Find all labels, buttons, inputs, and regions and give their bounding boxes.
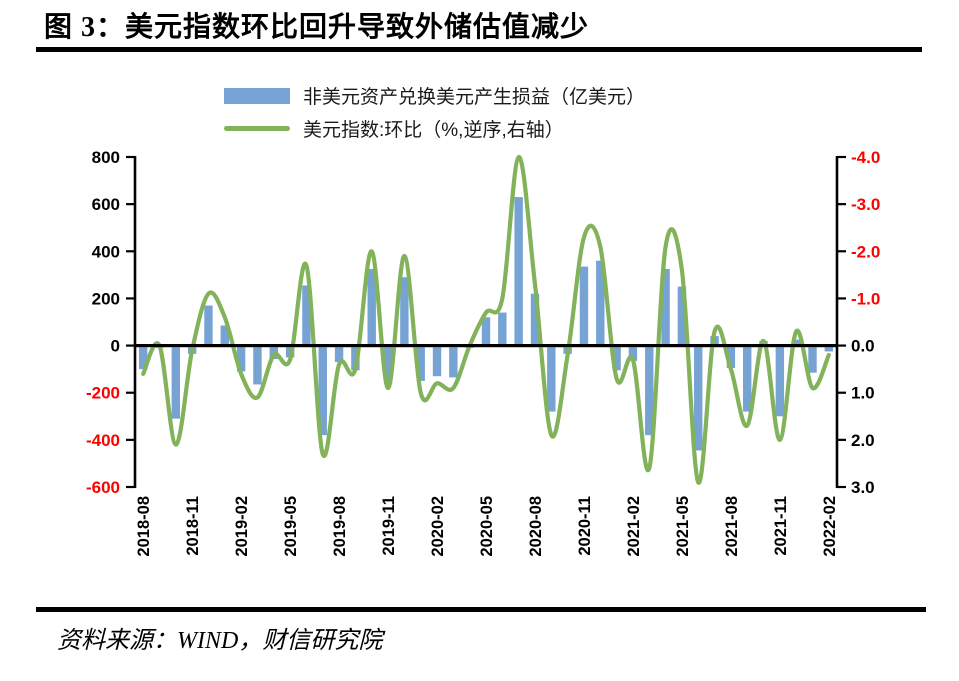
x-axis-tick-label: 2020-11 [576, 496, 594, 556]
right-axis-tick-label: 3.0 [851, 478, 875, 497]
x-axis-tick-label: 2021-02 [625, 496, 643, 557]
valuation-gain-loss-bar [318, 345, 327, 436]
legend-item-line-series: 美元指数:环比（%,逆序,右轴） [224, 115, 645, 142]
title-divider-rule [36, 47, 922, 52]
valuation-gain-loss-bar [547, 345, 556, 412]
left-axis-tick-label: 800 [92, 148, 120, 167]
x-axis-tick-label: 2019-02 [233, 496, 251, 557]
right-axis-tick-label: -4.0 [851, 148, 880, 167]
valuation-gain-loss-bar [808, 345, 817, 373]
valuation-gain-loss-bar [432, 345, 442, 377]
right-axis-tick-label: 2.0 [851, 431, 875, 450]
source-attribution: 资料来源：WIND，财信研究院 [57, 628, 383, 654]
x-axis-tick-label: 2020-08 [527, 496, 545, 557]
figure-title: 图 3：美元指数环比回升导致外储估值减少 [44, 12, 590, 43]
left-axis-tick-label: -400 [86, 431, 120, 450]
valuation-gain-loss-bar [449, 345, 458, 378]
valuation-gain-loss-bar [579, 266, 589, 346]
line-series-label: 美元指数:环比（%,逆序,右轴） [303, 120, 564, 141]
x-axis-tick-label: 2019-05 [282, 496, 300, 557]
bar-series-label: 非美元资产兑换美元产生损益（亿美元） [303, 87, 646, 108]
valuation-gain-loss-bar [171, 345, 181, 419]
right-axis-tick-label: 0.0 [851, 337, 875, 356]
valuation-gain-loss-bar [726, 345, 736, 368]
valuation-gain-loss-bar [612, 345, 621, 371]
dollar-index-line [141, 155, 831, 485]
x-axis-tick-label: 2020-02 [429, 496, 447, 557]
valuation-gain-loss-bar [400, 277, 409, 346]
valuation-gain-loss-bar [596, 260, 605, 346]
chart-area: 非美元资产兑换美元产生损益（亿美元） 美元指数:环比（%,逆序,右轴） 800 6… [0, 60, 959, 605]
legend-item-bar-series: 非美元资产兑换美元产生损益（亿美元） [224, 82, 645, 109]
x-axis-tick-label: 2019-08 [331, 496, 349, 557]
chart-legend: 非美元资产兑换美元产生损益（亿美元） 美元指数:环比（%,逆序,右轴） [224, 82, 645, 148]
valuation-gain-loss-bar [220, 325, 229, 346]
right-axis-tick-label: -1.0 [851, 289, 880, 308]
valuation-gain-loss-bar [204, 305, 213, 346]
valuation-gain-loss-bar [791, 339, 801, 346]
valuation-gain-loss-bar [383, 345, 393, 384]
valuation-gain-loss-bar [677, 286, 687, 346]
valuation-gain-loss-bar [661, 268, 670, 346]
left-axis-tick-label: 200 [92, 289, 120, 308]
valuation-gain-loss-bar [253, 345, 262, 385]
valuation-gain-loss-bar [824, 345, 834, 352]
valuation-gain-loss-bar [775, 345, 785, 417]
left-axis-tick-label: 0 [111, 337, 120, 356]
valuation-gain-loss-bar [416, 345, 425, 381]
x-axis-tick-label: 2019-11 [380, 496, 398, 556]
chart-svg: 800 600 400 200 0 -200 -400 -600 -4.0 -3.0 -2.0 -1.… [86, 148, 880, 557]
right-axis-tick-label: 1.0 [851, 384, 875, 403]
valuation-gain-loss-bar [236, 345, 246, 372]
valuation-gain-loss-bar [302, 285, 311, 346]
valuation-gain-loss-bar [334, 345, 344, 363]
left-axis-tick-label: -200 [86, 384, 120, 403]
x-axis-tick-label: 2022-02 [821, 496, 839, 557]
x-axis-tick-label: 2020-05 [478, 496, 496, 557]
x-axis-tick-label: 2021-08 [723, 496, 741, 557]
valuation-gain-loss-bar [743, 345, 752, 412]
valuation-gain-loss-bar [514, 197, 523, 346]
left-axis-tick-label: -600 [86, 478, 120, 497]
valuation-gain-loss-bar [694, 345, 703, 451]
right-axis-tick-label: -2.0 [851, 242, 880, 261]
x-axis-tick-label: 2021-11 [772, 496, 790, 556]
right-axis-tick-label: -3.0 [851, 195, 880, 214]
x-axis-tick-label: 2018-11 [184, 496, 202, 556]
x-axis-tick-label: 2018-08 [135, 496, 153, 557]
valuation-gain-loss-bar [367, 268, 376, 346]
left-axis-tick-label: 600 [92, 195, 120, 214]
bar-series-swatch [224, 87, 290, 104]
valuation-gain-loss-bar [530, 293, 540, 346]
line-series-swatch [224, 126, 290, 131]
valuation-gain-loss-bar [481, 317, 491, 346]
source-divider-rule [36, 607, 926, 612]
valuation-gain-loss-bar [498, 312, 507, 346]
left-axis-tick-label: 400 [92, 242, 120, 261]
x-axis-tick-label: 2021-05 [674, 496, 692, 557]
valuation-gain-loss-bar [628, 345, 638, 361]
valuation-gain-loss-bar [645, 345, 654, 436]
valuation-gain-loss-bar [138, 345, 148, 370]
